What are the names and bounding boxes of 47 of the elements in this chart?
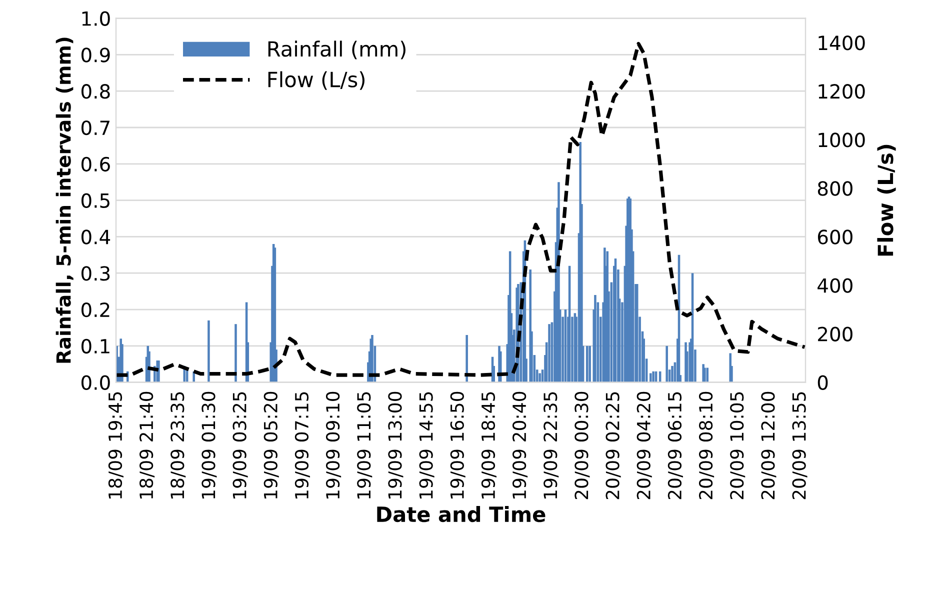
x-tick-label: 20/09 08:10: [698, 392, 714, 500]
x-tick-label: 20/09 13:55: [792, 392, 808, 500]
y2-tick-label: 400: [818, 278, 852, 293]
y-tick-label: 0.9: [82, 48, 110, 62]
x-tick-label: 19/09 11:05: [357, 392, 372, 498]
x-tick-label: 20/09 02:25: [606, 392, 621, 500]
x-tick-label: 19/09 14:55: [419, 392, 434, 498]
y-tick-label: 0.6: [82, 156, 110, 172]
y2-tick-label: 1400: [818, 36, 865, 50]
x-tick-label: 20/09 04:20: [636, 392, 652, 500]
x-tick-label: 19/09 20:40: [512, 392, 528, 498]
y2-tick-label: 0: [818, 375, 828, 390]
x-tick-label: 19/09 09:10: [326, 392, 342, 498]
x-tick-label: 19/09 01:30: [202, 392, 217, 498]
y-tick-label: 0.0: [82, 375, 110, 390]
y-tick-label: 0.5: [82, 193, 110, 208]
y-tick-label: 0.7: [82, 120, 110, 136]
x-tick-label: 19/09 13:00: [388, 392, 404, 498]
y-tick-label: 0.3: [82, 266, 110, 281]
y2-tick-label: 800: [818, 181, 852, 196]
y-tick-label: 0.1: [82, 338, 110, 354]
x-tick-label: 20/09 00:30: [574, 392, 590, 500]
x-tick-label: 20/09 10:05: [730, 392, 746, 500]
legend-label: Rainfall (mm): [268, 40, 406, 60]
y-tick-label: 0.2: [82, 302, 110, 318]
x-tick-label: 19/09 03:25: [232, 392, 248, 498]
y-tick-label: 1.0: [82, 11, 110, 26]
x-axis-title: Date and Time: [377, 506, 546, 522]
x-tick-label: 19/09 22:35: [544, 392, 559, 498]
x-tick-label: 20/09 12:00: [761, 392, 776, 500]
x-tick-label: 19/09 07:15: [294, 392, 310, 498]
x-tick-label: 19/09 18:45: [481, 392, 496, 498]
y2-tick-label: 1000: [818, 132, 865, 148]
y2-tick-label: 1200: [818, 84, 865, 99]
y2-tick-label: 200: [818, 326, 852, 342]
x-tick-label: 18/09 23:35: [170, 392, 186, 498]
y2-axis-title: Flow (L/s): [877, 144, 896, 256]
x-tick-label: 20/09 06:15: [668, 392, 683, 500]
x-tick-label: 18/09 21:40: [139, 392, 155, 498]
y-tick-label: 0.4: [82, 230, 110, 244]
y-tick-label: 0.8: [82, 84, 110, 99]
y-axis-title: Rainfall, 5-min intervals (mm): [56, 38, 74, 363]
y2-tick-label: 600: [818, 230, 852, 244]
x-tick-label: 18/09 19:45: [108, 392, 124, 498]
x-tick-label: 19/09 16:50: [450, 392, 466, 498]
x-tick-label: 19/09 05:20: [264, 392, 279, 498]
legend-label: Flow (L/s): [268, 71, 364, 90]
